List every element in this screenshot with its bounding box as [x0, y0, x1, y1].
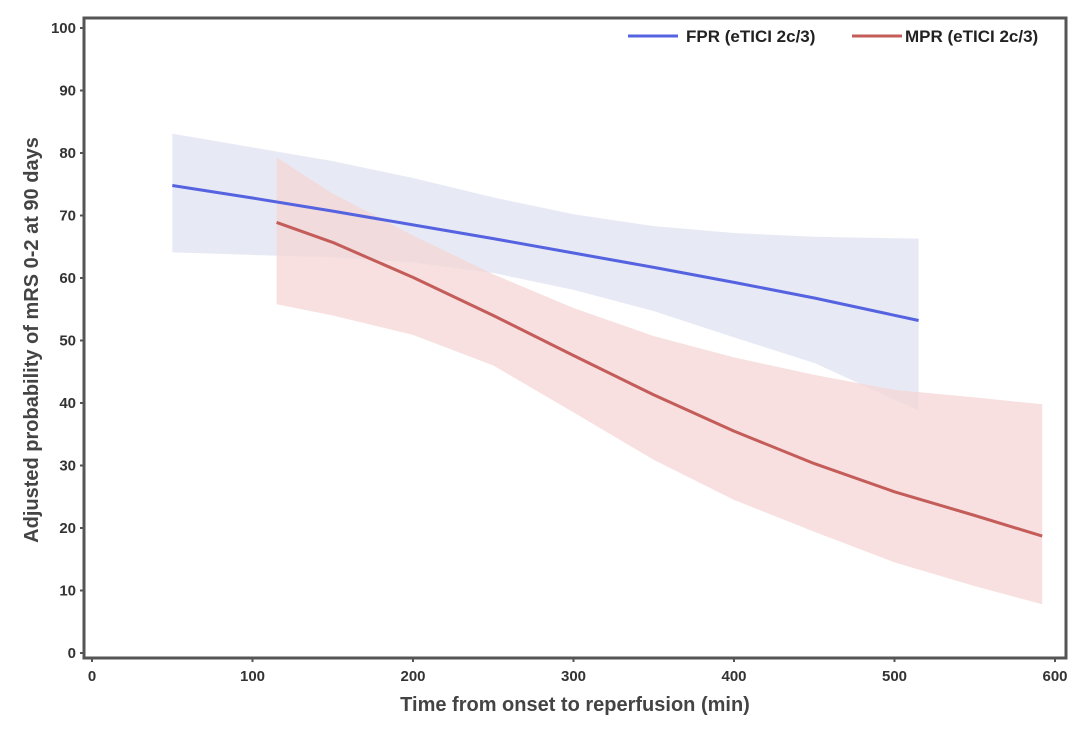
- x-tick-label: 0: [88, 668, 96, 685]
- legend: FPR (eTICI 2c/3) MPR (eTICI 2c/3): [628, 27, 1038, 46]
- plot-frame: [82, 16, 1068, 660]
- x-axis-title: Time from onset to reperfusion (min): [400, 694, 750, 716]
- y-tick-label: 80: [59, 145, 76, 162]
- confidence-band-1: [276, 157, 1043, 605]
- y-tick-label: 50: [59, 333, 76, 350]
- confidence-bands: [172, 133, 1043, 605]
- y-tick-label: 70: [59, 208, 76, 225]
- y-tick-label: 0: [68, 645, 76, 662]
- y-tick-label: 40: [59, 395, 76, 412]
- series-line-0: [172, 184, 919, 322]
- y-tick-label: 30: [59, 458, 76, 475]
- y-axis-title: Adjusted probability of mRS 0-2 at 90 da…: [21, 137, 43, 543]
- y-tick-label: 10: [59, 583, 76, 600]
- x-tick-label: 100: [240, 668, 265, 685]
- x-tick-label: 600: [1042, 668, 1067, 685]
- series-lines: [172, 184, 1043, 538]
- legend-label-0: FPR (eTICI 2c/3): [686, 27, 815, 46]
- y-tick-label: 60: [59, 270, 76, 287]
- y-tick-label: 100: [51, 20, 76, 37]
- confidence-band-0: [172, 133, 919, 411]
- x-tick-label: 400: [721, 668, 746, 685]
- x-axis: 0 100 200 300 400 500 600: [88, 657, 1068, 685]
- x-tick-label: 300: [561, 668, 586, 685]
- series-line-1: [276, 220, 1043, 538]
- y-axis: 0 10 20 30 40 50 60 70 80 90 100: [51, 20, 85, 662]
- legend-label-1: MPR (eTICI 2c/3): [905, 27, 1038, 46]
- y-tick-label: 20: [59, 520, 76, 537]
- x-tick-label: 500: [882, 668, 907, 685]
- y-tick-label: 90: [59, 83, 76, 100]
- x-tick-label: 200: [400, 668, 425, 685]
